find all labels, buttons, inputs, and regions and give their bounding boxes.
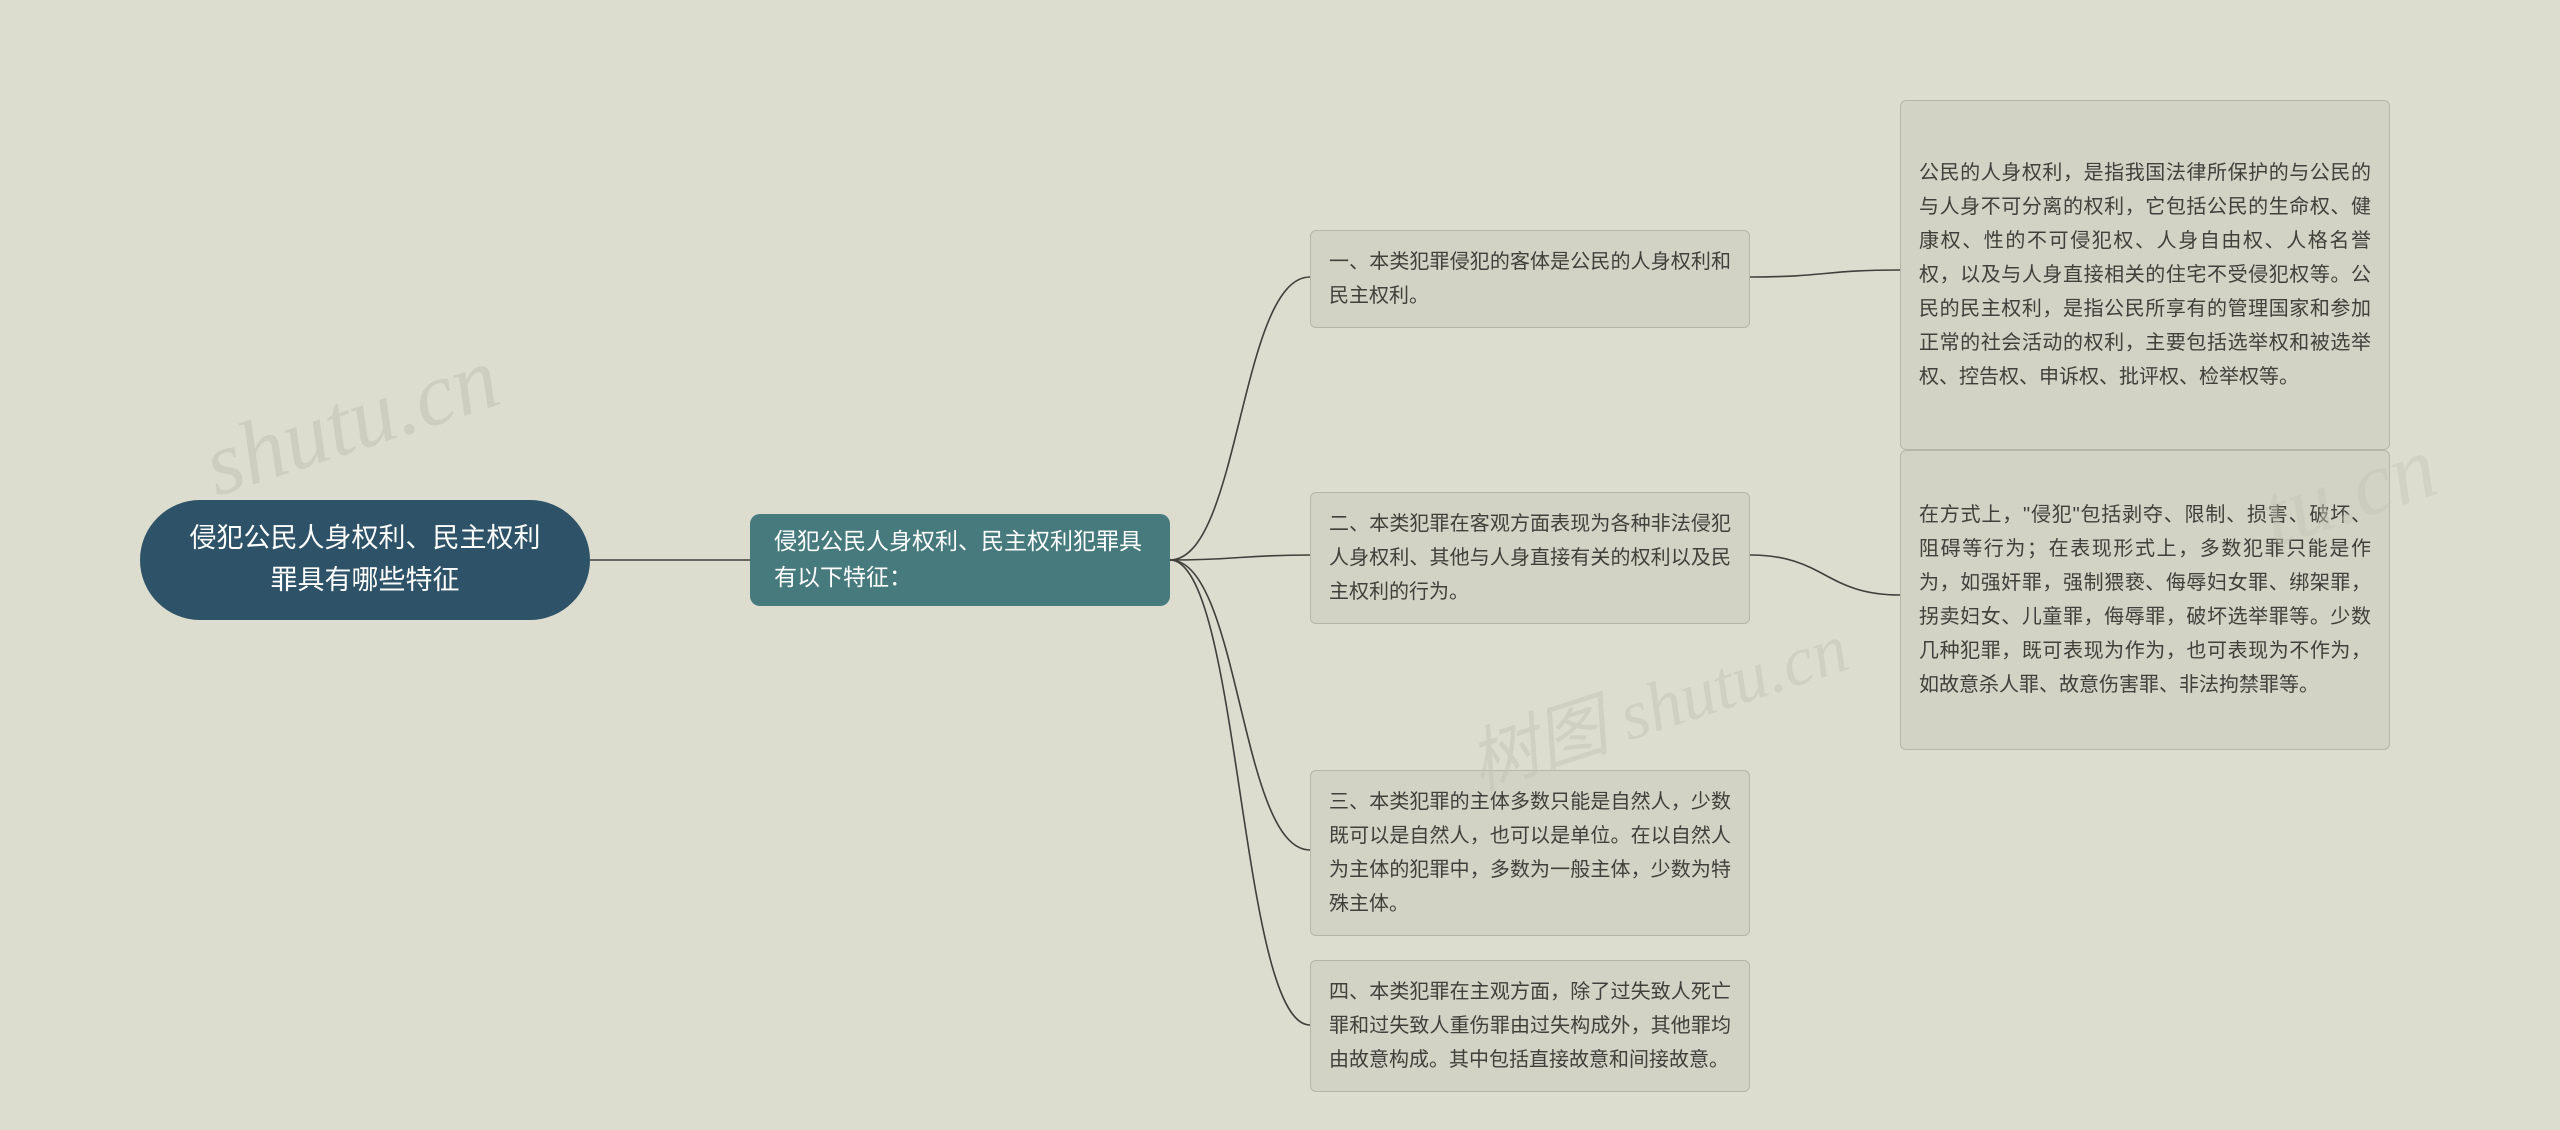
- branch-node-3[interactable]: 三、本类犯罪的主体多数只能是自然人，少数既可以是自然人，也可以是单位。在以自然人…: [1310, 770, 1750, 936]
- branch-node-4[interactable]: 四、本类犯罪在主观方面，除了过失致人死亡罪和过失致人重伤罪由过失构成外，其他罪均…: [1310, 960, 1750, 1092]
- level1-label: 侵犯公民人身权利、民主权利犯罪具有以下特征：: [774, 524, 1146, 595]
- detail-label: 在方式上，"侵犯"包括剥夺、限制、损害、破坏、阻碍等行为；在表现形式上，多数犯罪…: [1919, 498, 2371, 702]
- detail-node-1[interactable]: 公民的人身权利，是指我国法律所保护的与公民的与人身不可分离的权利，它包括公民的生…: [1900, 100, 2390, 450]
- connector-path: [1750, 555, 1900, 595]
- root-node[interactable]: 侵犯公民人身权利、民主权利罪具有哪些特征: [140, 500, 590, 620]
- branch-label: 三、本类犯罪的主体多数只能是自然人，少数既可以是自然人，也可以是单位。在以自然人…: [1329, 785, 1731, 921]
- connector-path: [1170, 560, 1310, 850]
- connector-path: [1170, 555, 1310, 560]
- branch-label: 四、本类犯罪在主观方面，除了过失致人死亡罪和过失致人重伤罪由过失构成外，其他罪均…: [1329, 975, 1731, 1077]
- root-label: 侵犯公民人身权利、民主权利罪具有哪些特征: [180, 518, 550, 602]
- watermark-1: shutu.cn: [191, 326, 511, 517]
- branch-node-1[interactable]: 一、本类犯罪侵犯的客体是公民的人身权利和民主权利。: [1310, 230, 1750, 328]
- branch-label: 二、本类犯罪在客观方面表现为各种非法侵犯人身权利、其他与人身直接有关的权利以及民…: [1329, 507, 1731, 609]
- connector-path: [1170, 277, 1310, 560]
- branch-label: 一、本类犯罪侵犯的客体是公民的人身权利和民主权利。: [1329, 245, 1731, 313]
- detail-label: 公民的人身权利，是指我国法律所保护的与公民的与人身不可分离的权利，它包括公民的生…: [1919, 156, 2371, 394]
- branch-node-2[interactable]: 二、本类犯罪在客观方面表现为各种非法侵犯人身权利、其他与人身直接有关的权利以及民…: [1310, 492, 1750, 624]
- connector-path: [1750, 270, 1900, 277]
- level1-node[interactable]: 侵犯公民人身权利、民主权利犯罪具有以下特征：: [750, 514, 1170, 606]
- connector-path: [1170, 560, 1310, 1025]
- detail-node-2[interactable]: 在方式上，"侵犯"包括剥夺、限制、损害、破坏、阻碍等行为；在表现形式上，多数犯罪…: [1900, 450, 2390, 750]
